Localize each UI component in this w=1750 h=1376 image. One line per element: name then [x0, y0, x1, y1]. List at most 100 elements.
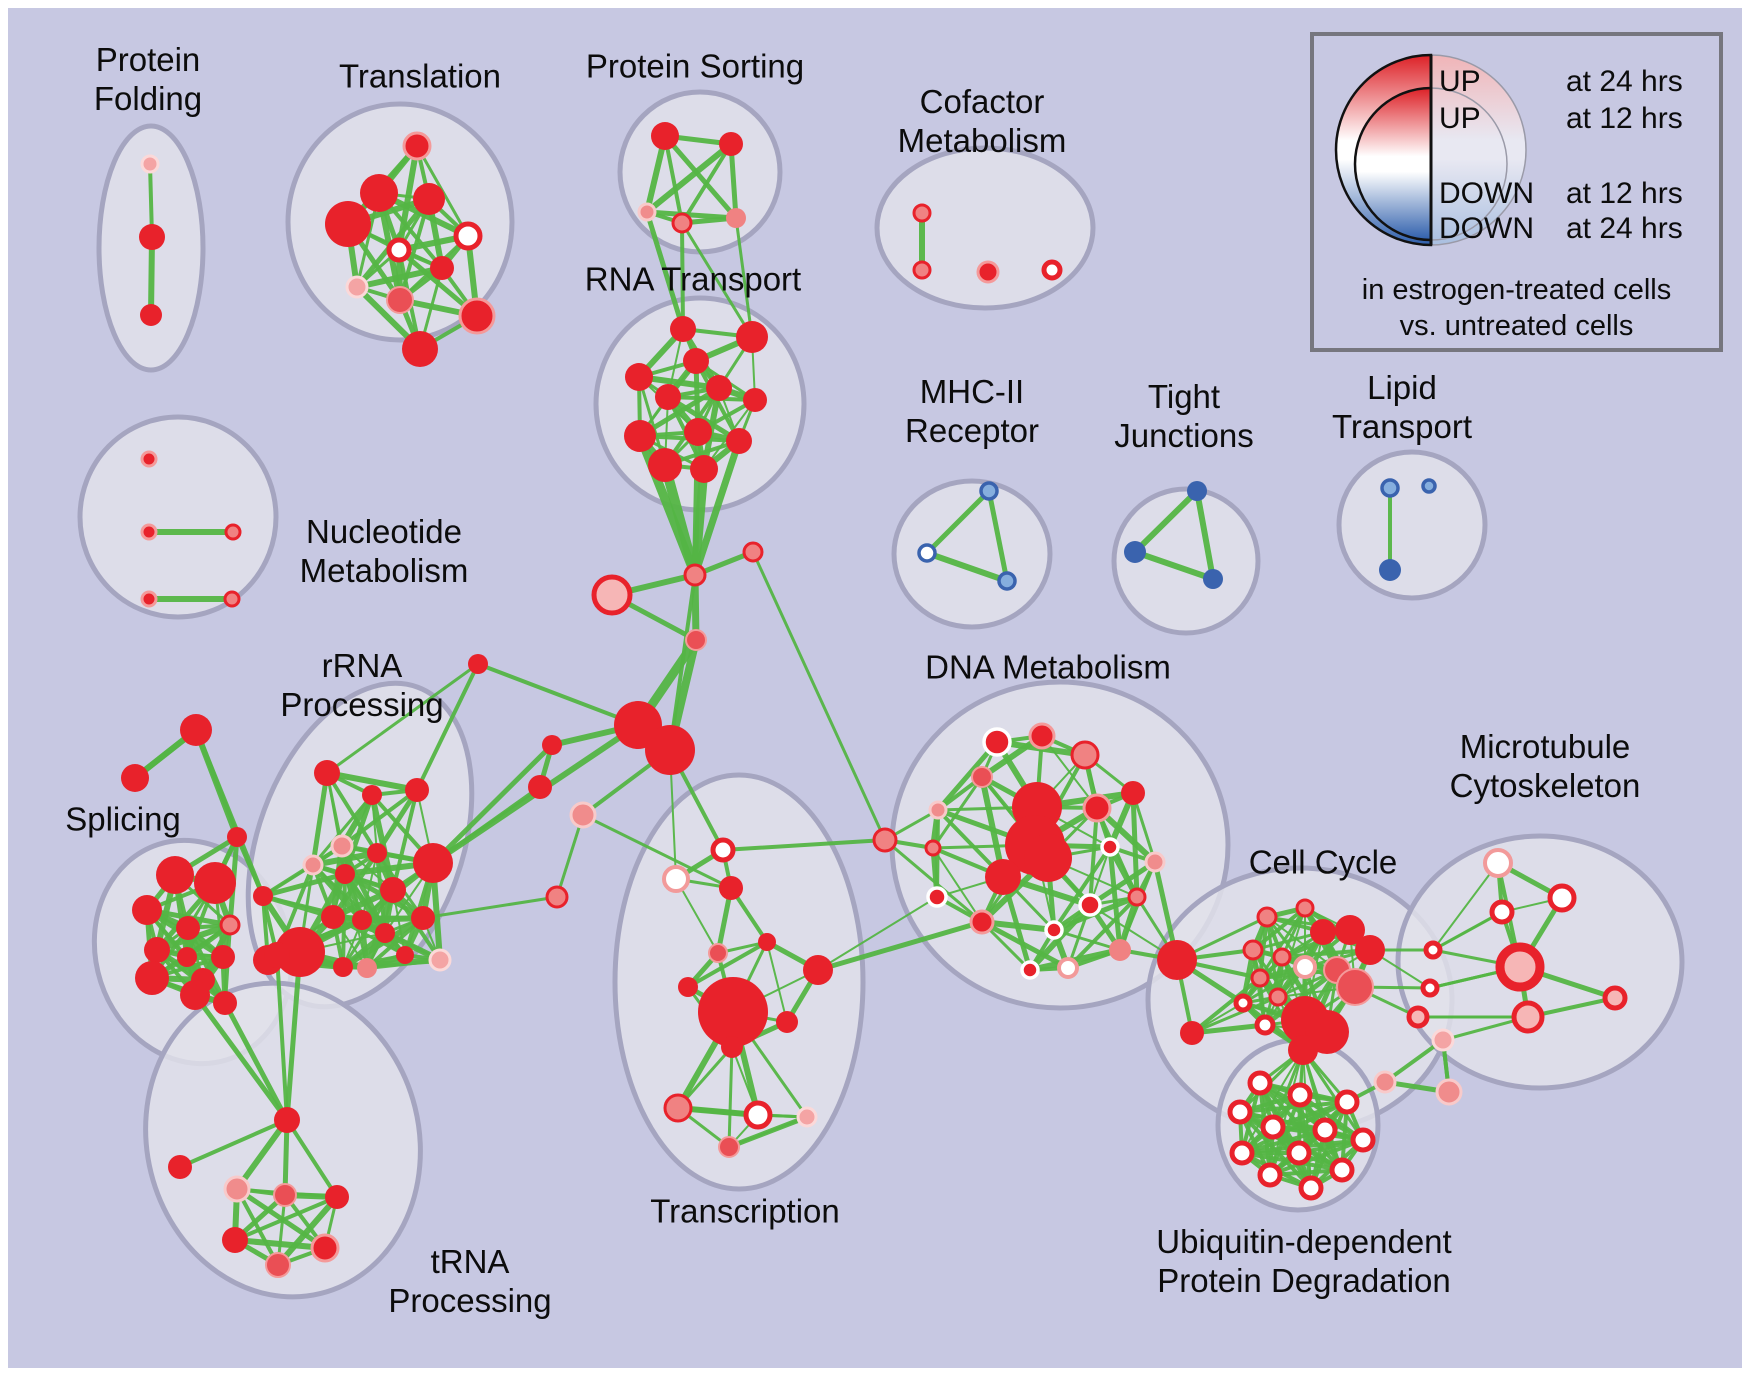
microtubule-cytoskeleton-node: [1602, 985, 1628, 1011]
legend-circle-half: [1430, 87, 1508, 241]
ubiquitin-degradation-node: [1257, 1162, 1283, 1188]
translation-node: [453, 221, 483, 251]
legend-time: at 12 hrs: [1566, 177, 1683, 210]
cofactor-metabolism-node: [912, 203, 932, 223]
dna-metabolism-node: [971, 766, 993, 788]
ubiquitin-degradation-node: [1260, 1114, 1286, 1140]
legend-caption-line1: in estrogen-treated cells: [1361, 274, 1672, 306]
dna-metabolism-label: DNA Metabolism: [925, 648, 1171, 686]
dna-metabolism-node: [1082, 793, 1112, 823]
edge: [1302, 1049, 1312, 1189]
rrna-processing-node: [396, 946, 414, 964]
protein-folding-label: Protein Folding: [93, 41, 203, 117]
edge: [1240, 1128, 1327, 1155]
edge: [235, 835, 265, 898]
edge: [986, 488, 1010, 584]
edge: [1301, 1048, 1365, 1142]
transcription-node: [663, 1093, 693, 1123]
nucleotide-metabolism-node: [223, 590, 241, 608]
edge: [924, 488, 992, 556]
lipid-transport-node: [1380, 478, 1400, 498]
ubiquitin-degradation-node: [1298, 1175, 1324, 1201]
edge: [261, 894, 364, 922]
legend-direction: DOWN: [1439, 177, 1534, 210]
translation-node: [345, 275, 369, 299]
rna-transport-node: [624, 420, 656, 452]
translation-node: [430, 256, 454, 280]
transcription-node: [718, 1136, 740, 1158]
cofactor-metabolism-bubble: [874, 145, 1096, 311]
rrna-processing-node: [335, 864, 355, 884]
network-nodes: [121, 122, 1628, 1278]
ubiquitin-degradation-node: [1247, 1070, 1273, 1096]
nucleotide-metabolism-bubble: [77, 414, 279, 620]
legend-box: UP at 24 hrs UP at 12 hrs DOWN at 12 hrs…: [1310, 32, 1723, 352]
edge: [1088, 806, 1099, 907]
edge: [1132, 488, 1200, 555]
transcription-node: [708, 943, 728, 963]
splicing-node: [219, 914, 241, 936]
transcription-node: [758, 933, 776, 951]
edge: [1087, 859, 1158, 908]
rna-transport-node: [683, 348, 709, 374]
rrna-processing-node: [411, 906, 435, 930]
dna-metabolism-node: [985, 859, 1021, 895]
rrna-processing-label: rRNA Processing: [280, 647, 444, 723]
edge: [680, 221, 685, 331]
translation-node: [402, 131, 432, 161]
transcription-node: [796, 1106, 818, 1128]
cell-cycle-node: [1335, 915, 1365, 945]
cell-cycle-node: [1256, 906, 1278, 928]
trna-processing-node: [325, 1185, 349, 1209]
edge: [686, 940, 769, 989]
legend-circle-half: [1353, 86, 1433, 242]
edge: [766, 941, 788, 1023]
edge: [1302, 1049, 1343, 1171]
microtubule-cytoskeleton-node: [1547, 883, 1577, 913]
edge: [421, 895, 559, 920]
edge: [668, 573, 697, 752]
rrna-processing-node: [333, 957, 353, 977]
edge: [924, 550, 1010, 584]
cell-cycle-node: [1268, 987, 1288, 1007]
cell-cycle-node: [1233, 993, 1253, 1013]
protein-sorting-label: Protein Sorting: [585, 47, 805, 85]
dna-metabolism-node: [1024, 834, 1072, 882]
splicing-node: [156, 856, 194, 894]
transcription-node: [698, 977, 768, 1047]
transcription-node: [743, 1100, 773, 1130]
edge: [1241, 1049, 1304, 1154]
mhc-ii-receptor-bubble: [891, 478, 1053, 630]
transcription-node: [803, 955, 833, 985]
trna-processing-node: [274, 1107, 300, 1133]
rna-transport-node: [655, 384, 681, 410]
splicing-node: [211, 945, 235, 969]
legend-time: at 24 hrs: [1566, 212, 1683, 245]
nucleotide-metabolism-node: [140, 590, 158, 608]
edge: [721, 838, 887, 852]
rrna-processing-node: [428, 948, 452, 972]
mhc-ii-receptor-node: [979, 481, 999, 501]
edge: [1238, 1100, 1349, 1114]
cell-cycle-node: [1355, 935, 1385, 965]
edge: [310, 850, 380, 868]
edge: [979, 919, 1071, 971]
legend-time: at 24 hrs: [1566, 65, 1683, 98]
rrna-processing-node: [330, 834, 354, 858]
edge: [728, 1116, 808, 1148]
dna-metabolism-node: [1078, 893, 1102, 917]
edge: [260, 871, 348, 899]
mid-connectors-node: [542, 735, 562, 755]
edge: [675, 878, 719, 954]
rrna-processing-node: [352, 910, 372, 930]
edge: [1269, 1049, 1304, 1176]
microtubule-cytoskeleton-node: [1511, 1000, 1545, 1034]
mhc-ii-receptor-label: MHC-II Receptor: [905, 373, 1039, 449]
edge: [931, 775, 984, 850]
mid-connectors-node: [742, 541, 764, 563]
edge: [1107, 844, 1123, 953]
edge: [235, 1187, 280, 1267]
legend-direction: UP: [1439, 65, 1481, 98]
edge: [935, 739, 1000, 813]
